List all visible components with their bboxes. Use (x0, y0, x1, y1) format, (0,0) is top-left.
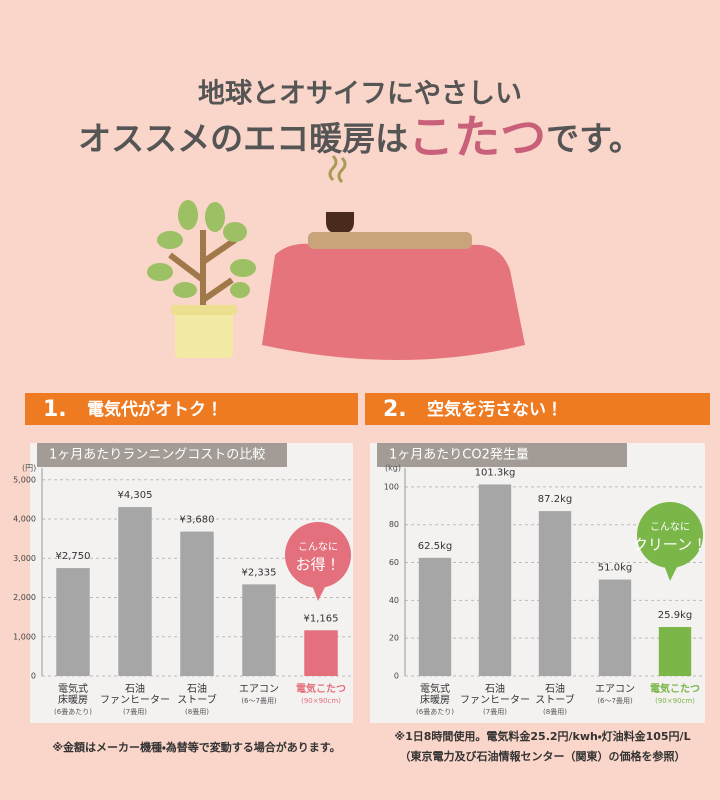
section-heading: 空気を汚さない！ (427, 399, 563, 420)
x-tick-label: 石油 (485, 682, 505, 695)
y-unit: (円) (22, 464, 36, 473)
x-tick-label: 電気式 (420, 682, 450, 695)
x-tick-label: 電気式 (58, 682, 88, 695)
section-number: 1. (43, 397, 67, 422)
footnote: ※1日8時間使用。電気料金25.2円/kwh・灯油料金105円/L (394, 729, 690, 743)
x-tick-label: 電気こたつ (650, 682, 700, 695)
y-tick-label: 0 (31, 672, 36, 681)
section-banner (365, 393, 710, 425)
footnote: ※金額はメーカー機種・為替等で変動する場合があります。 (52, 740, 340, 754)
callout-bubble (664, 565, 678, 581)
category-note: (6畳あたり) (416, 708, 454, 716)
value-label: 62.5kg (418, 541, 452, 552)
callout-text: こんなに (298, 541, 338, 553)
x-tick-label: 石油 (125, 682, 145, 695)
category-note: (6畳あたり) (54, 708, 92, 716)
y-tick-label: 3,000 (13, 554, 36, 563)
bar (478, 484, 512, 676)
category-note: (6～7畳用) (241, 697, 277, 705)
chart-title: 1ヶ月あたりランニングコストの比較 (49, 448, 265, 463)
x-tick-label: ストーブ (177, 693, 216, 706)
bar (658, 627, 692, 676)
value-label: 25.9kg (658, 610, 692, 621)
bar (180, 531, 214, 676)
value-label: 87.2kg (538, 494, 572, 505)
callout-bubble (637, 502, 703, 568)
headline-highlight: こたつ (408, 110, 546, 164)
y-tick-label: 60 (389, 558, 399, 567)
section-banner (25, 393, 358, 425)
callout-text: お得！ (295, 556, 340, 574)
category-note: (6～7畳用) (597, 697, 633, 705)
category-note: (90×90cm) (655, 697, 695, 705)
x-tick-label: 石油 (187, 682, 207, 695)
bar (304, 630, 338, 676)
value-label: 101.3kg (475, 467, 516, 478)
bar (56, 568, 90, 676)
bar (418, 557, 452, 676)
category-note: (7畳用) (483, 708, 507, 716)
y-tick-label: 2,000 (13, 593, 36, 602)
plant-illustration (147, 200, 256, 358)
headline-text: オススメのエコ暖房は (78, 119, 408, 158)
chart-title-tab (37, 443, 287, 467)
value-label: 51.0kg (598, 563, 632, 574)
value-label: ¥4,305 (118, 490, 153, 501)
section-number: 2. (383, 397, 407, 422)
bar (242, 584, 276, 676)
chart-title-tab (377, 443, 627, 467)
y-unit: (kg) (385, 464, 401, 473)
category-note: (90×90cm) (301, 697, 341, 705)
y-tick-label: 100 (384, 482, 399, 491)
kotatsu-illustration (262, 154, 525, 360)
y-tick-label: 80 (389, 520, 399, 529)
headline-1: 地球とオサイフにやさしい (198, 79, 522, 110)
y-tick-label: 1,000 (13, 632, 36, 641)
value-label: ¥2,750 (56, 551, 91, 562)
footnote: （東京電力及び石油情報センター（関東）の価格を参照） (400, 749, 686, 763)
category-note: (8畳用) (185, 708, 209, 716)
y-tick-label: 20 (389, 634, 399, 643)
x-tick-label: 床暖房 (420, 693, 450, 706)
y-tick-label: 5,000 (13, 475, 36, 484)
section-heading: 電気代がオトク！ (87, 399, 223, 420)
headline-text: です。 (546, 119, 642, 158)
value-label: ¥1,165 (304, 613, 339, 624)
y-tick-label: 40 (389, 596, 399, 605)
y-tick-label: 4,000 (13, 515, 36, 524)
x-tick-label: エアコン (239, 684, 279, 695)
x-tick-label: 電気こたつ (296, 682, 346, 695)
callout-text: クリーン！ (633, 536, 707, 554)
bar (538, 511, 572, 676)
headline-2: オススメのエコ暖房はこたつです。 (78, 110, 642, 164)
x-tick-label: 床暖房 (58, 693, 88, 706)
category-note: (8畳用) (543, 708, 567, 716)
bar (598, 579, 632, 676)
x-tick-label: ファンヒーター (100, 694, 170, 706)
callout-text: こんなに (650, 521, 690, 533)
x-tick-label: ストーブ (535, 693, 574, 706)
callout-bubble (312, 585, 326, 601)
x-tick-label: エアコン (595, 684, 635, 695)
callout-bubble (285, 522, 351, 588)
x-tick-label: 石油 (545, 682, 565, 695)
chart-title: 1ヶ月あたりCO2発生量 (389, 448, 529, 463)
y-tick-label: 0 (394, 672, 399, 681)
value-label: ¥3,680 (180, 515, 215, 526)
category-note: (7畳用) (123, 708, 147, 716)
bar (118, 507, 152, 676)
x-tick-label: ファンヒーター (460, 694, 530, 706)
value-label: ¥2,335 (242, 567, 277, 578)
